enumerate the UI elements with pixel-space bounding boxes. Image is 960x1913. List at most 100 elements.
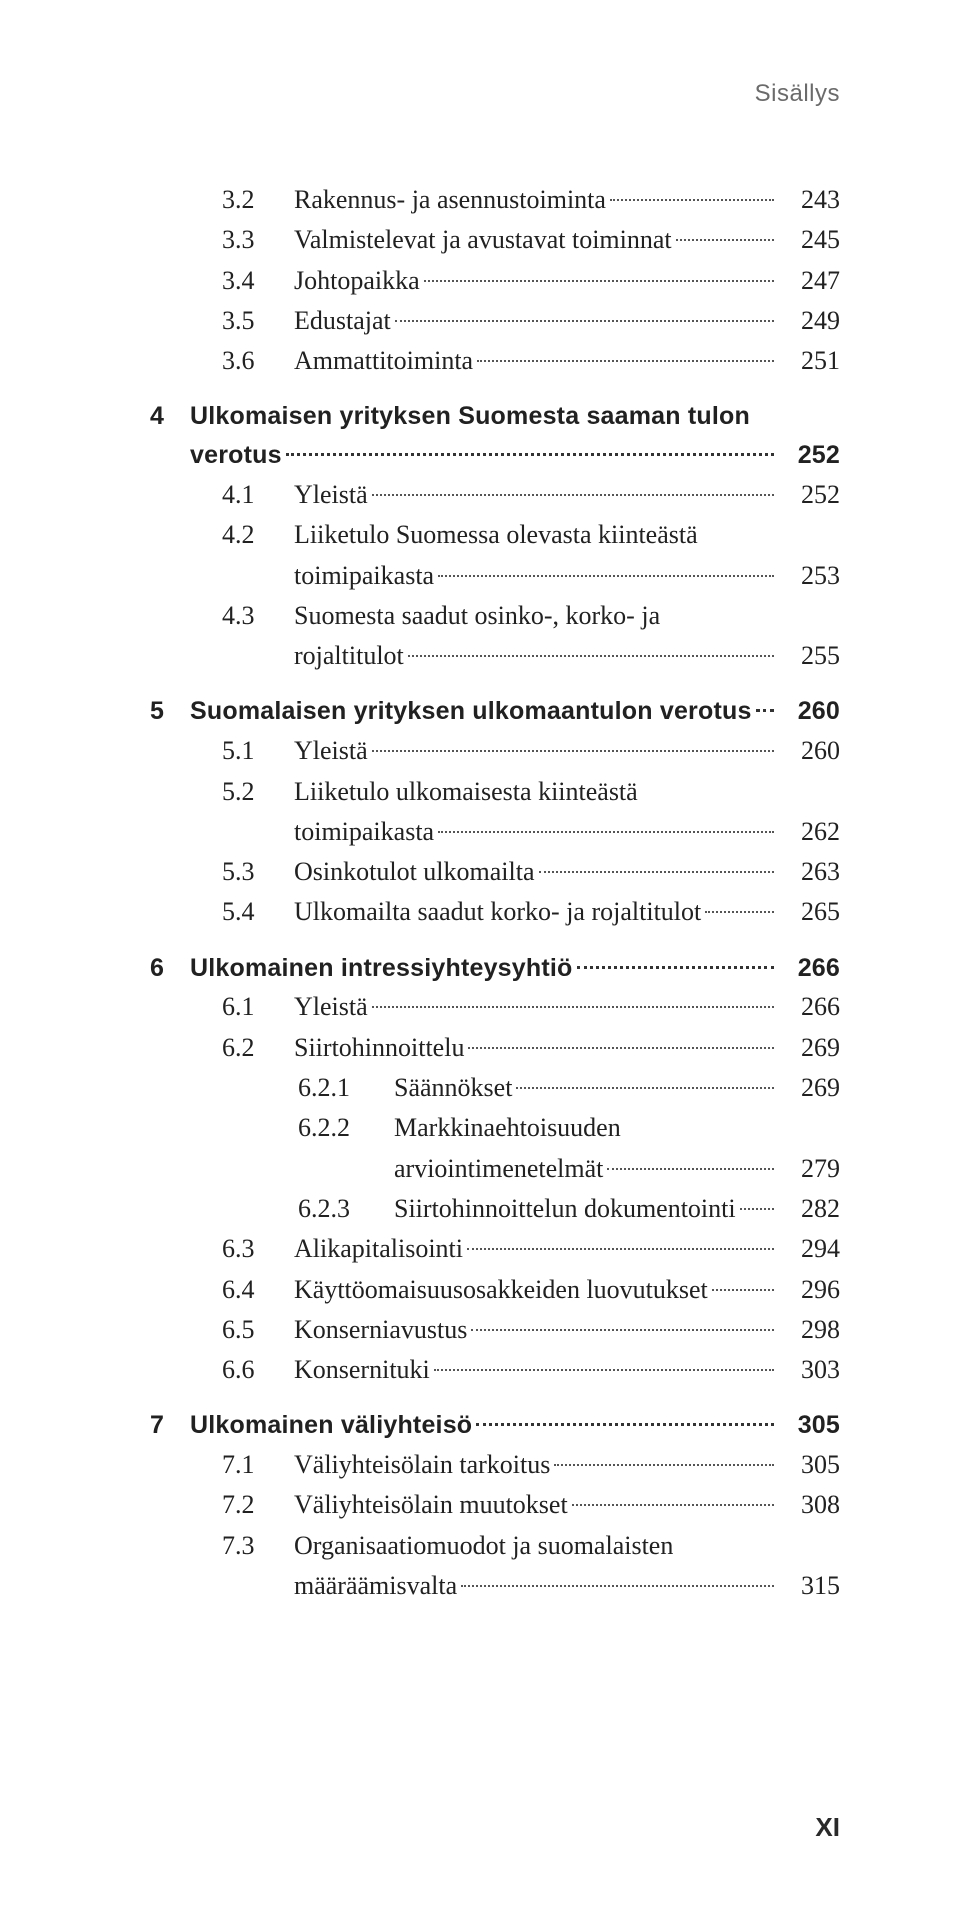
toc-chapter-title: Ulkomaisen yrityksen Suomesta saaman tul…	[190, 397, 750, 436]
toc-entry-title: Ammattitoiminta	[294, 341, 473, 381]
toc-row: 3.4Johtopaikka 247	[150, 261, 840, 301]
toc-entry-title: Yleistä	[294, 987, 368, 1027]
toc-entry-title: Väliyhteisölain muutokset	[294, 1485, 568, 1525]
toc-entry-number: 7.3	[222, 1526, 294, 1566]
toc-entry-number: 5.2	[222, 772, 294, 812]
toc-leader	[756, 709, 774, 712]
toc-entry-title: Rakennus- ja asennustoiminta	[294, 180, 606, 220]
toc-leader	[461, 1585, 774, 1587]
toc-spacer	[150, 1390, 840, 1406]
toc-row: 5.2Liiketulo ulkomaisesta kiinteästä	[150, 772, 840, 812]
toc-leader	[476, 1423, 774, 1426]
toc-page-number: 303	[780, 1350, 840, 1390]
toc-leader	[607, 1168, 774, 1170]
toc-entry-title: Siirtohinnoittelu	[294, 1028, 464, 1068]
toc-page-number: 243	[780, 180, 840, 220]
toc-leader	[372, 750, 774, 752]
toc-page-number: 252	[780, 436, 840, 475]
toc-row-cont: määräämisvalta315	[150, 1566, 840, 1606]
toc-entry-number: 6.2	[222, 1028, 294, 1068]
toc-chapter-title-cont: verotus	[190, 436, 282, 475]
toc-page-number: 253	[780, 556, 840, 596]
toc-page-number: 247	[780, 261, 840, 301]
toc-leader	[408, 655, 774, 657]
toc-row: 5.3Osinkotulot ulkomailta263	[150, 852, 840, 892]
toc-entry-title: Käyttöomaisuusosakkeiden luovutukset	[294, 1270, 708, 1310]
toc-chapter-title: Ulkomainen väliyhteisö	[190, 1406, 472, 1445]
toc-page-number: 294	[780, 1229, 840, 1269]
toc-entry-title: Säännökset	[394, 1068, 512, 1108]
running-head: Sisällys	[755, 80, 840, 108]
toc-row: 6.2.1Säännökset269	[150, 1068, 840, 1108]
toc-row: 3.2Rakennus- ja asennustoiminta243	[150, 180, 840, 220]
toc-page-number: 265	[780, 892, 840, 932]
toc-leader	[424, 280, 774, 282]
toc-entry-number: 4.2	[222, 515, 294, 555]
toc-leader	[438, 831, 774, 833]
toc-page-number: 296	[780, 1270, 840, 1310]
toc-page-number: 260	[780, 731, 840, 771]
toc-row-cont: rojaltitulot 255	[150, 636, 840, 676]
toc-chapter-title: Suomalaisen yrityksen ulkomaantulon vero…	[190, 692, 752, 731]
toc-row-cont: arviointimenetelmät279	[150, 1149, 840, 1189]
toc-leader	[395, 320, 774, 322]
toc-row: 6.1Yleistä266	[150, 987, 840, 1027]
table-of-contents: 3.2Rakennus- ja asennustoiminta2433.3Val…	[150, 180, 840, 1606]
page: Sisällys 3.2Rakennus- ja asennustoiminta…	[0, 0, 960, 1913]
toc-chapter-row: 7Ulkomainen väliyhteisö305	[150, 1406, 840, 1445]
toc-page-number: 263	[780, 852, 840, 892]
toc-chapter-title: Ulkomainen intressiyhteysyhtiö	[190, 949, 573, 988]
toc-leader	[471, 1329, 774, 1331]
toc-entry-title-cont: toimipaikasta	[294, 812, 434, 852]
toc-leader	[610, 199, 774, 201]
toc-entry-number: 3.3	[222, 220, 294, 260]
toc-leader	[467, 1248, 774, 1250]
toc-entry-title: Väliyhteisölain tarkoitus	[294, 1445, 550, 1485]
toc-entry-title: Konserniavustus	[294, 1310, 467, 1350]
toc-row: 3.3Valmistelevat ja avustavat toiminnat2…	[150, 220, 840, 260]
toc-entry-number: 3.4	[222, 261, 294, 301]
toc-entry-title: Osinkotulot ulkomailta	[294, 852, 535, 892]
toc-entry-title: Yleistä	[294, 731, 368, 771]
toc-entry-title: Ulkomailta saadut korko- ja rojaltitulot	[294, 892, 701, 932]
toc-entry-title: Johtopaikka	[294, 261, 420, 301]
toc-row: 4.3Suomesta saadut osinko-, korko- ja	[150, 596, 840, 636]
toc-page-number: 266	[780, 987, 840, 1027]
toc-entry-title: Markkinaehtoisuuden	[394, 1108, 621, 1148]
toc-row-cont: toimipaikasta 253	[150, 556, 840, 596]
toc-entry-number: 6.3	[222, 1229, 294, 1269]
toc-entry-title: Liiketulo ulkomaisesta kiinteästä	[294, 772, 638, 812]
toc-row: 5.4Ulkomailta saadut korko- ja rojaltitu…	[150, 892, 840, 932]
toc-entry-number: 6.2.3	[298, 1189, 394, 1229]
toc-leader	[577, 966, 774, 969]
toc-page-number: 266	[780, 949, 840, 988]
toc-entry-title-cont: toimipaikasta	[294, 556, 434, 596]
toc-page-number: 255	[780, 636, 840, 676]
toc-entry-title: Siirtohinnoittelun dokumentointi	[394, 1189, 736, 1229]
toc-entry-number: 6.4	[222, 1270, 294, 1310]
toc-entry-number: 6.2.2	[298, 1108, 394, 1148]
toc-leader	[477, 360, 774, 362]
toc-leader	[539, 871, 775, 873]
toc-page-number: 249	[780, 301, 840, 341]
toc-entry-title-cont: rojaltitulot	[294, 636, 404, 676]
toc-leader	[740, 1208, 774, 1210]
toc-entry-title-cont: määräämisvalta	[294, 1566, 457, 1606]
toc-row: 6.5Konserniavustus298	[150, 1310, 840, 1350]
toc-page-number: 262	[780, 812, 840, 852]
toc-page-number: 251	[780, 341, 840, 381]
toc-leader	[712, 1289, 774, 1291]
toc-leader	[516, 1087, 774, 1089]
toc-leader	[468, 1047, 774, 1049]
toc-leader	[286, 453, 774, 456]
toc-entry-number: 5.1	[222, 731, 294, 771]
toc-entry-number: 3.5	[222, 301, 294, 341]
toc-entry-title: Organisaatiomuodot ja suomalaisten	[294, 1526, 673, 1566]
toc-entry-title: Yleistä	[294, 475, 368, 515]
toc-chapter-number: 4	[150, 397, 190, 436]
toc-entry-number: 3.6	[222, 341, 294, 381]
page-folio: XI	[815, 1812, 840, 1843]
toc-entry-title: Liiketulo Suomessa olevasta kiinteästä	[294, 515, 698, 555]
toc-page-number: 305	[780, 1445, 840, 1485]
toc-entry-title: Suomesta saadut osinko-, korko- ja	[294, 596, 660, 636]
